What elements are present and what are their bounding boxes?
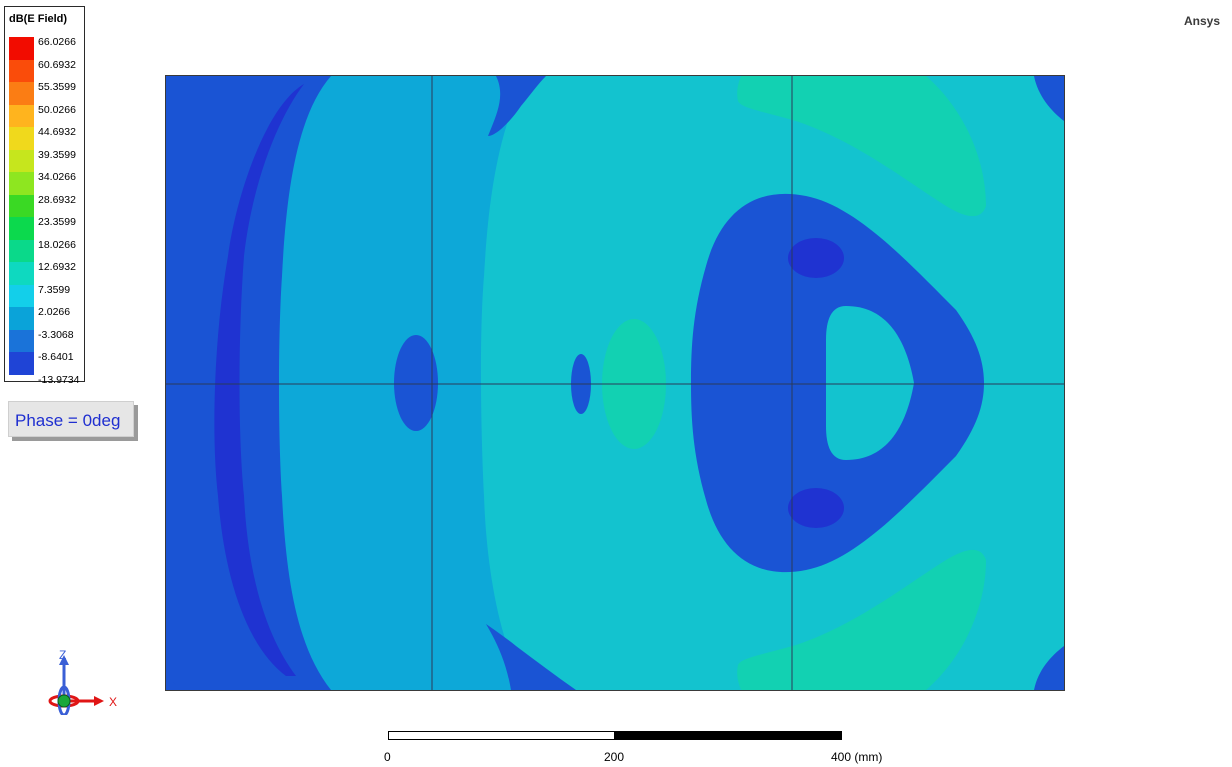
legend-label: 50.0266	[38, 103, 76, 116]
field-contour-svg	[166, 76, 1064, 690]
legend-swatch	[9, 59, 34, 82]
scale-label-400: 400 (mm)	[831, 750, 883, 764]
axis-label-z: Z	[59, 648, 67, 662]
field-region-bottom-notch	[486, 624, 576, 690]
axis-triad[interactable]: Z X	[40, 645, 130, 717]
field-region-left-deep	[214, 84, 304, 676]
legend-title: dB(E Field)	[9, 13, 68, 25]
legend-swatch	[9, 239, 34, 262]
scale-bar-black-segment	[615, 731, 842, 740]
legend-label: 60.6932	[38, 58, 76, 71]
legend-swatch	[9, 37, 34, 60]
legend-label: 28.6932	[38, 193, 76, 206]
legend-swatch	[9, 127, 34, 150]
legend-label: 18.0266	[38, 238, 76, 251]
phase-text: Phase = 0deg	[15, 411, 121, 430]
legend-swatch	[9, 284, 34, 307]
legend-label: -3.3068	[38, 328, 74, 341]
field-region-right-edge-bottom	[1034, 646, 1064, 690]
field-region-right-edge-top	[1034, 76, 1064, 121]
legend-label: 44.6932	[38, 126, 76, 138]
legend-label: 7.3599	[38, 283, 71, 296]
scale-bar-white-segment	[388, 731, 615, 740]
legend-label: 39.3599	[38, 148, 76, 161]
legend-swatch	[9, 172, 34, 195]
legend-label: 2.0266	[38, 306, 71, 318]
phase-indicator[interactable]: Phase = 0deg	[8, 401, 134, 437]
legend-swatches	[9, 37, 34, 375]
field-plot[interactable]	[165, 75, 1065, 691]
legend-swatch	[9, 194, 34, 217]
field-region-top-notch	[488, 76, 546, 136]
legend-swatch	[9, 352, 34, 375]
legend-label: 34.0266	[38, 171, 76, 183]
scale-bar	[388, 731, 842, 740]
scale-label-0: 0	[384, 750, 391, 764]
field-blob-lower-deep	[788, 488, 844, 528]
brand-label: Ansys	[1183, 14, 1220, 28]
field-blob-upper-deep	[788, 238, 844, 278]
field-region-upper-bright	[737, 76, 986, 217]
field-region-corner-bl	[166, 676, 180, 690]
legend-label: -13.9734	[38, 373, 80, 386]
legend-swatch	[9, 307, 34, 330]
legend-label: 12.6932	[38, 261, 76, 273]
field-blob-left	[394, 335, 438, 431]
legend-swatch	[9, 217, 34, 240]
legend-swatch	[9, 104, 34, 127]
legend-label: -8.6401	[38, 351, 74, 363]
legend-swatch	[9, 262, 34, 285]
field-region-left-dark	[166, 76, 331, 690]
field-region-corner-tl	[166, 76, 180, 90]
legend-label: 23.3599	[38, 216, 76, 228]
scale-label-200: 200	[604, 750, 625, 764]
field-region-lower-bright	[737, 549, 986, 690]
legend-swatch	[9, 149, 34, 172]
legend-labels: 66.0266 60.6932 55.3599 50.0266 44.6932 …	[38, 31, 79, 391]
axis-triad-icon	[48, 655, 104, 717]
legend-swatch	[9, 82, 34, 105]
legend-label: 55.3599	[38, 81, 76, 93]
axis-label-x: X	[109, 695, 118, 709]
color-legend: dB(E Field) 66.0266 60.6932 55.3599 50.0…	[4, 6, 85, 386]
legend-swatch	[9, 329, 34, 352]
legend-label: 66.0266	[38, 36, 76, 48]
field-region-right-inner	[826, 306, 914, 460]
